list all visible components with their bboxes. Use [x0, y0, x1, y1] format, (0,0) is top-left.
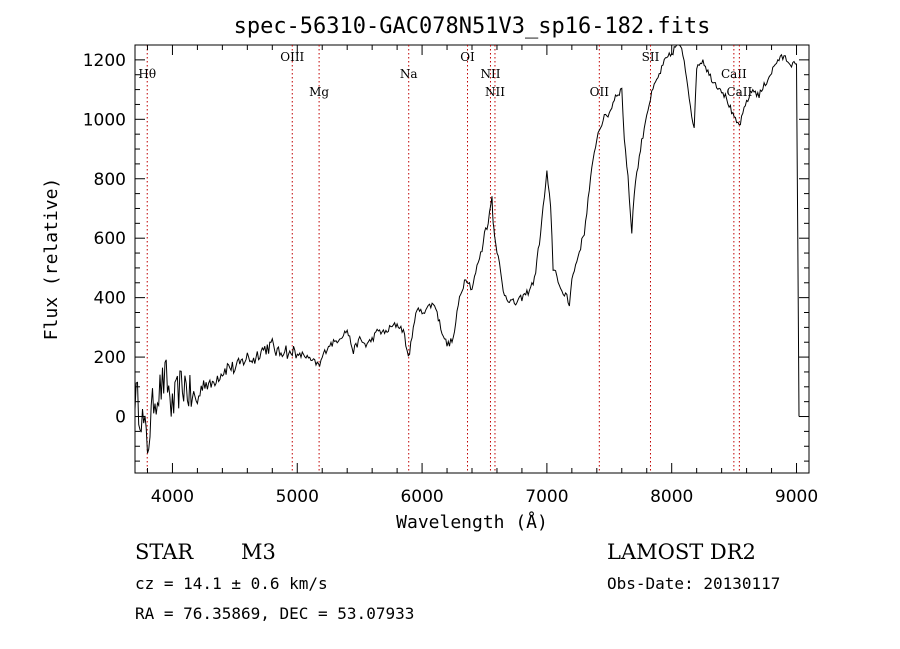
x-tick-label: 5000 [276, 487, 319, 507]
axis-ticks: 4000 5000 6000 7000 8000 9000 0 200 400 600 800 100… [83, 44, 818, 507]
plot-frame [134, 44, 810, 474]
line-marker-label: SII [642, 50, 660, 64]
object-subclass: M3 [241, 540, 276, 564]
spectrum-line [134, 44, 800, 454]
line-marker-label: Mg [309, 85, 329, 99]
chart-title: spec-56310-GAC078N51V3_sp16-182.fits [234, 14, 711, 39]
line-marker-label: NII [480, 67, 500, 81]
line-marker-label: Na [400, 67, 418, 81]
y-tick-label: 400 [94, 289, 126, 309]
y-tick-label: 0 [115, 408, 126, 428]
obs-date: Obs-Date: 20130117 [607, 574, 781, 593]
coordinates: RA = 76.35869, DEC = 53.07933 [135, 604, 415, 623]
redshift-info: cz = 14.1 ± 0.6 km/s [135, 574, 328, 593]
x-tick-label: 4000 [151, 487, 194, 507]
y-tick-label: 600 [94, 229, 126, 249]
line-marker-label: CaII [726, 85, 752, 99]
x-axis-label: Wavelength (Å) [396, 511, 548, 533]
line-markers: Hθ OIII Mg Na OI NII NII OII SII CaII CaII [138, 45, 753, 473]
line-marker-label: OI [460, 50, 475, 64]
y-tick-label: 1200 [83, 51, 126, 71]
y-axis-label: Flux (relative) [41, 178, 62, 341]
line-marker-label: OII [590, 85, 610, 99]
line-marker-label: Hθ [138, 67, 156, 81]
survey-name: LAMOST DR2 [607, 540, 756, 564]
x-tick-label: 9000 [775, 487, 818, 507]
line-marker-label: OIII [280, 50, 304, 64]
y-tick-label: 800 [94, 170, 126, 190]
line-marker-label: CaII [721, 67, 747, 81]
x-tick-label: 8000 [650, 487, 693, 507]
x-tick-label: 6000 [400, 487, 443, 507]
line-marker-label: NII [485, 85, 505, 99]
y-tick-label: 1000 [83, 110, 126, 130]
object-class: STAR [135, 540, 194, 564]
y-tick-label: 200 [94, 348, 126, 368]
x-tick-label: 7000 [525, 487, 568, 507]
